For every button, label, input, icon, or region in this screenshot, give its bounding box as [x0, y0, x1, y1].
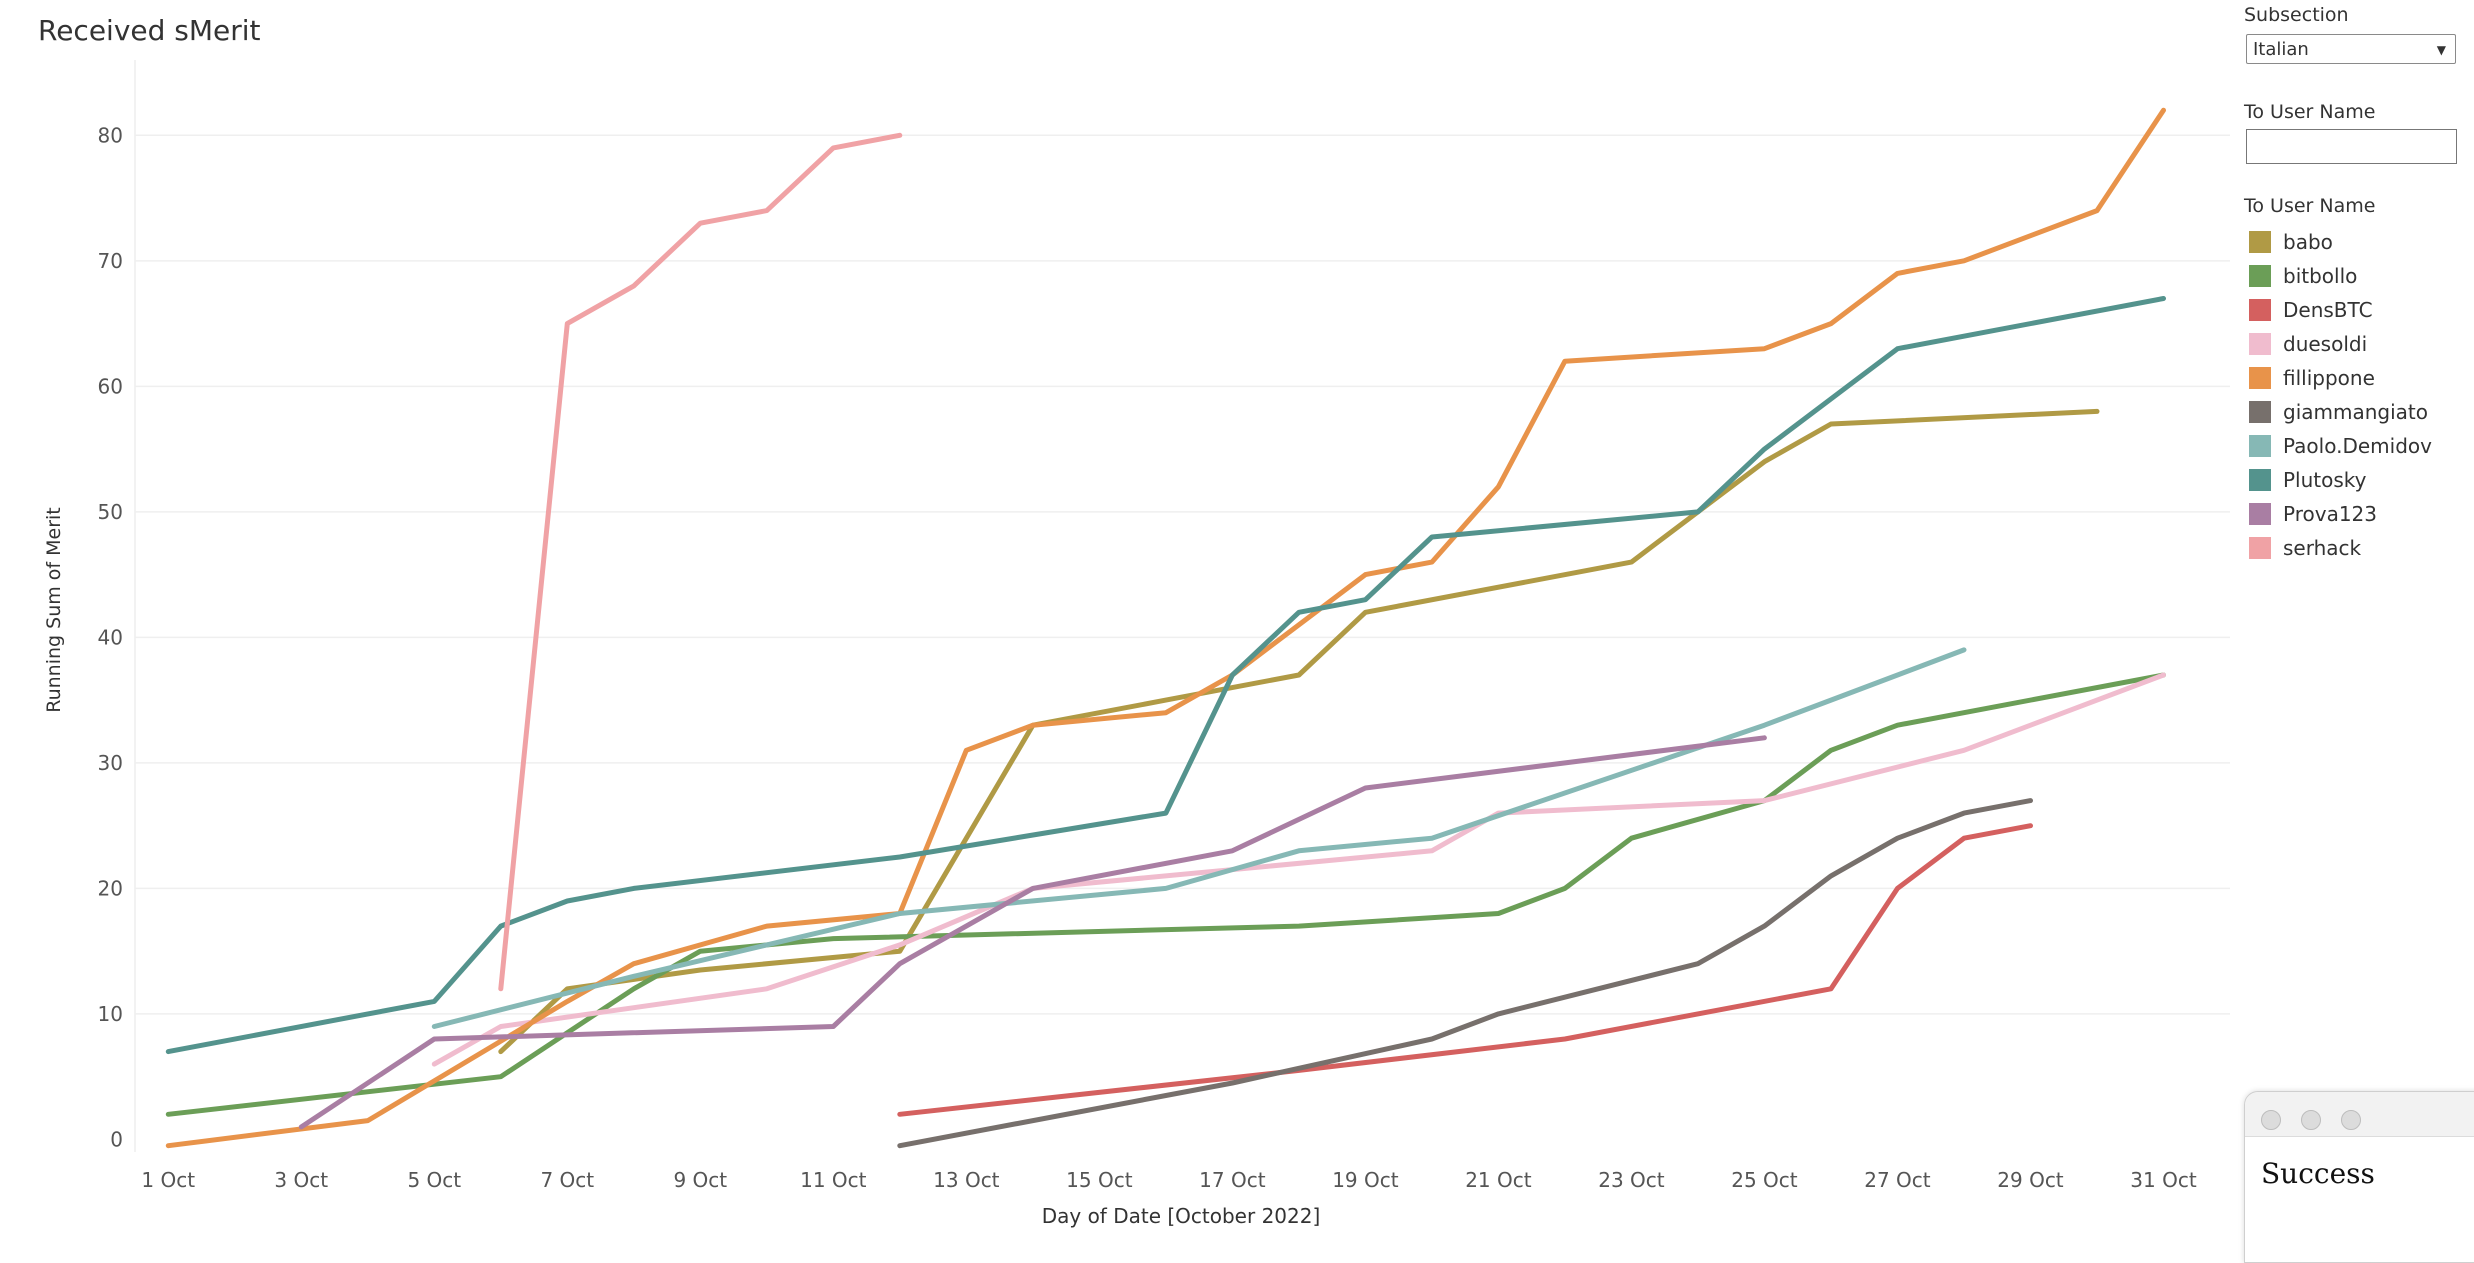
- series-line-serhack[interactable]: [498, 132, 903, 992]
- chart-title: Received sMerit: [38, 14, 261, 47]
- legend-label: babo: [2283, 230, 2333, 254]
- legend-swatch: [2249, 367, 2271, 389]
- subsection-label: Subsection: [2244, 4, 2349, 26]
- y-tick-label: 10: [98, 1002, 123, 1026]
- legend-label: Plutosky: [2283, 468, 2367, 492]
- series-line-plutosky[interactable]: [165, 296, 2166, 1055]
- series-line-babo[interactable]: [498, 408, 2100, 1055]
- zoom-window-button[interactable]: [2341, 1110, 2361, 1130]
- y-tick-label: 20: [98, 876, 123, 900]
- x-tick-label: 23 Oct: [1598, 1168, 1665, 1192]
- subsection-dropdown[interactable]: Italian ▼: [2246, 34, 2456, 64]
- y-tick-label: 60: [98, 374, 123, 398]
- dialog-message: Success: [2261, 1157, 2375, 1190]
- dialog-body: Success: [2245, 1137, 2474, 1262]
- chevron-down-icon: ▼: [2436, 43, 2446, 57]
- series-line-fillippone[interactable]: [165, 107, 2166, 1149]
- y-tick-label: 50: [98, 500, 123, 524]
- y-tick-label: 30: [98, 751, 123, 775]
- y-tick-label: 40: [98, 625, 123, 649]
- series-line-paolo-demidov[interactable]: [431, 647, 1967, 1029]
- legend-label: fillippone: [2283, 366, 2375, 390]
- legend-item[interactable]: Paolo.Demidov: [2249, 429, 2432, 463]
- y-tick-label: 70: [98, 249, 123, 273]
- x-tick-label: 7 Oct: [540, 1168, 594, 1192]
- x-tick-label: 27 Oct: [1864, 1168, 1931, 1192]
- legend-item[interactable]: duesoldi: [2249, 327, 2432, 361]
- dialog-titlebar: [2245, 1092, 2474, 1137]
- x-tick-label: 3 Oct: [274, 1168, 328, 1192]
- x-tick-label: 19 Oct: [1332, 1168, 1399, 1192]
- x-tick-label: 15 Oct: [1066, 1168, 1133, 1192]
- legend-item[interactable]: Prova123: [2249, 497, 2432, 531]
- y-tick-label: 0: [110, 1127, 123, 1151]
- legend-item[interactable]: bitbollo: [2249, 259, 2432, 293]
- series-line-giammangiato[interactable]: [897, 798, 2033, 1149]
- legend-title: To User Name: [2244, 195, 2376, 217]
- legend-swatch: [2249, 231, 2271, 253]
- legend-swatch: [2249, 537, 2271, 559]
- x-tick-label: 5 Oct: [407, 1168, 461, 1192]
- legend-label: Prova123: [2283, 502, 2377, 526]
- x-tick-label: 29 Oct: [1997, 1168, 2064, 1192]
- to-user-filter-label: To User Name: [2244, 101, 2376, 123]
- legend: babo bitbollo DensBTC duesoldi fillippone gia…: [2249, 225, 2432, 565]
- filter-panel: Subsection Italian ▼ To User Name To Use…: [2244, 0, 2474, 1250]
- close-window-button[interactable]: [2261, 1110, 2281, 1130]
- y-tick-labels: 0 10 20 30 40 50 60 70 80: [98, 123, 123, 1151]
- x-tick-label: 17 Oct: [1199, 1168, 1266, 1192]
- legend-item[interactable]: fillippone: [2249, 361, 2432, 395]
- legend-label: giammangiato: [2283, 400, 2428, 424]
- x-tick-label: 31 Oct: [2130, 1168, 2197, 1192]
- x-tick-label: 11 Oct: [800, 1168, 867, 1192]
- legend-item[interactable]: babo: [2249, 225, 2432, 259]
- success-dialog: Success: [2244, 1091, 2474, 1263]
- x-tick-label: 25 Oct: [1731, 1168, 1798, 1192]
- x-tick-label: 13 Oct: [933, 1168, 1000, 1192]
- legend-swatch: [2249, 469, 2271, 491]
- legend-swatch: [2249, 503, 2271, 525]
- legend-swatch: [2249, 401, 2271, 423]
- minimize-window-button[interactable]: [2301, 1110, 2321, 1130]
- legend-item[interactable]: Plutosky: [2249, 463, 2432, 497]
- legend-item[interactable]: serhack: [2249, 531, 2432, 565]
- legend-label: bitbollo: [2283, 264, 2358, 288]
- legend-swatch: [2249, 435, 2271, 457]
- y-axis-label: Running Sum of Merit: [43, 507, 65, 713]
- legend-swatch: [2249, 299, 2271, 321]
- y-tick-label: 80: [98, 123, 123, 147]
- legend-label: duesoldi: [2283, 332, 2368, 356]
- x-tick-labels: 1 Oct 3 Oct 5 Oct 7 Oct 9 Oct 11 Oct 13 Oct 15 …: [141, 1168, 2196, 1192]
- series-line-duesoldi[interactable]: [431, 672, 2166, 1067]
- series-lines: [165, 107, 2166, 1149]
- x-tick-label: 21 Oct: [1465, 1168, 1532, 1192]
- x-axis-label: Day of Date [October 2022]: [1042, 1204, 1321, 1228]
- legend-label: DensBTC: [2283, 298, 2373, 322]
- legend-label: serhack: [2283, 536, 2362, 560]
- series-line-prova123[interactable]: [298, 735, 1767, 1130]
- legend-item[interactable]: giammangiato: [2249, 395, 2432, 429]
- legend-swatch: [2249, 333, 2271, 355]
- legend-item[interactable]: DensBTC: [2249, 293, 2432, 327]
- subsection-value: Italian: [2253, 39, 2309, 60]
- line-chart: 0 10 20 30 40 50 60 70 80 1 Oct 3 Oct 5 Oct 7 Oct 9 …: [43, 60, 2230, 1228]
- series-line-bitbollo[interactable]: [165, 672, 2166, 1117]
- series-line-densbtc[interactable]: [897, 823, 2033, 1117]
- x-tick-label: 9 Oct: [673, 1168, 727, 1192]
- to-user-input[interactable]: [2246, 129, 2457, 164]
- legend-swatch: [2249, 265, 2271, 287]
- x-tick-label: 1 Oct: [141, 1168, 195, 1192]
- legend-label: Paolo.Demidov: [2283, 434, 2432, 458]
